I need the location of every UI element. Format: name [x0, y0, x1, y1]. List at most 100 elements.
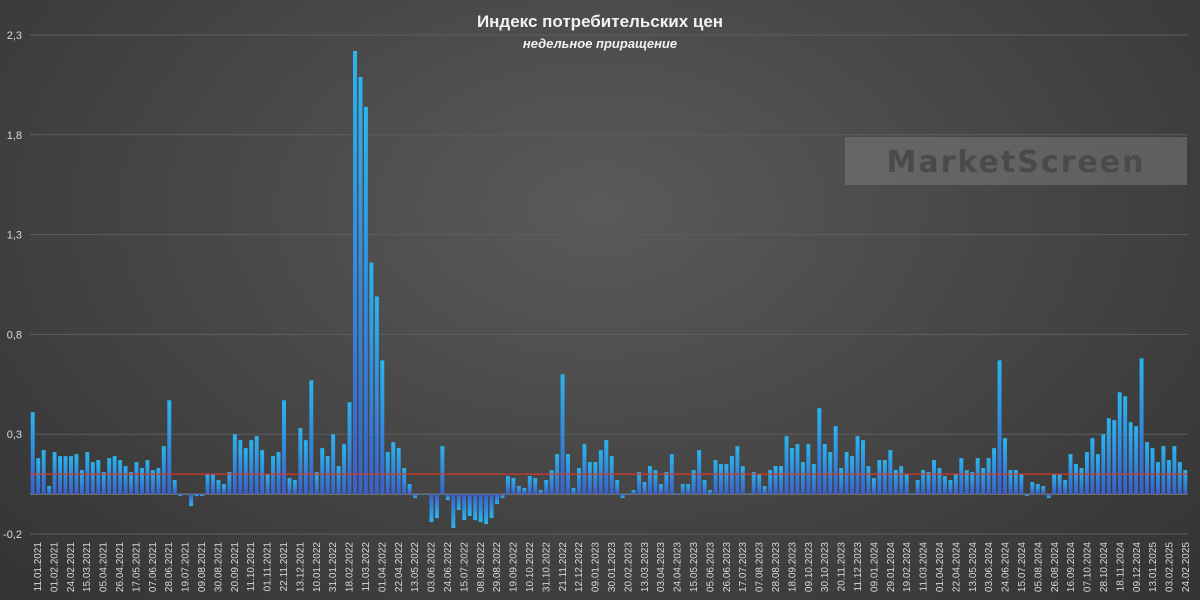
bar	[642, 482, 647, 495]
bar	[1035, 484, 1040, 495]
bar	[85, 452, 90, 495]
bar	[1084, 452, 1089, 495]
bar	[861, 440, 865, 495]
bar	[47, 486, 52, 495]
bar	[948, 480, 953, 495]
bar	[664, 472, 669, 495]
x-tick-label: 20.11.2023	[837, 542, 848, 592]
bar	[161, 446, 166, 495]
bar	[1117, 392, 1122, 495]
bar	[249, 440, 254, 495]
x-tick-label: 11.03.2022	[361, 542, 372, 592]
bar	[287, 478, 292, 495]
bar	[232, 434, 237, 495]
bar	[576, 468, 581, 495]
y-tick-label: 1,3	[7, 230, 22, 242]
bar	[30, 412, 35, 495]
bar	[544, 480, 549, 495]
x-tick-label: 19.02.2024	[902, 542, 913, 592]
x-tick-label: 11.03.2024	[919, 542, 930, 592]
bar	[751, 472, 756, 495]
bar	[1183, 470, 1188, 495]
bar	[1013, 470, 1018, 495]
bar	[1030, 482, 1035, 495]
bar	[150, 470, 155, 495]
x-tick-label: 22.11.2021	[279, 542, 290, 592]
bar	[303, 440, 308, 495]
bar	[216, 480, 221, 495]
bar	[937, 468, 942, 495]
bars	[30, 50, 1188, 529]
bar	[183, 494, 188, 495]
x-tick-label: 30.01.2023	[607, 542, 618, 592]
bar	[79, 470, 84, 495]
x-tick-label: 17.05.2021	[131, 542, 142, 592]
bar	[227, 472, 232, 495]
x-tick-label: 03.04.2023	[656, 542, 667, 592]
bar	[899, 466, 904, 495]
x-tick-label: 31.01.2022	[328, 542, 339, 592]
bar	[604, 440, 609, 495]
bar	[822, 444, 827, 495]
x-tick-label: 30.10.2023	[820, 542, 831, 592]
bar	[964, 470, 969, 495]
bar	[620, 494, 625, 499]
x-tick-label: 09.01.2023	[591, 542, 602, 592]
bar	[478, 494, 483, 523]
bar	[713, 460, 718, 495]
bar	[276, 452, 281, 495]
bar	[538, 490, 543, 495]
bar	[265, 474, 270, 495]
bar	[708, 490, 713, 495]
bar	[451, 494, 456, 529]
bar	[795, 444, 800, 495]
bar	[347, 402, 352, 495]
bar	[391, 442, 396, 495]
bar	[374, 296, 379, 495]
bar	[1101, 434, 1106, 495]
x-tick-label: 28.08.2023	[771, 542, 782, 592]
bar	[1155, 462, 1160, 495]
x-tick-label: 20.09.2021	[230, 542, 241, 592]
bar	[959, 458, 964, 495]
bar	[424, 494, 428, 495]
bar	[1063, 480, 1068, 495]
bar	[593, 462, 598, 495]
bar	[205, 474, 210, 495]
x-tick-label: 29.01.2024	[886, 542, 897, 592]
bar	[1112, 420, 1117, 495]
x-tick-label: 07.06.2021	[148, 542, 159, 592]
bar	[790, 448, 794, 495]
bar	[342, 444, 347, 495]
x-tick-label: 05.06.2023	[705, 542, 716, 592]
bar	[560, 374, 565, 495]
bar	[434, 494, 439, 519]
x-tick-label: 13.05.2022	[410, 542, 421, 592]
chart-subtitle: недельное приращение	[523, 36, 677, 51]
bar	[1123, 396, 1128, 495]
x-tick-label: 03.06.2022	[427, 542, 438, 592]
x-tick-label: 10.01.2022	[312, 542, 323, 592]
bar	[986, 458, 991, 495]
bar	[844, 452, 849, 495]
bar	[839, 468, 844, 495]
bar	[456, 494, 461, 511]
bar	[145, 460, 150, 495]
x-tick-label: 31.10.2022	[541, 542, 552, 592]
bar	[582, 444, 587, 495]
bar	[773, 466, 778, 495]
bar	[96, 460, 101, 495]
bar	[467, 494, 472, 517]
x-tick-label: 05.08.2024	[1033, 542, 1044, 592]
x-tick-label: 15.05.2023	[689, 542, 700, 592]
bar	[921, 470, 926, 495]
bar	[904, 474, 909, 495]
x-tick-label: 18.11.2024	[1115, 542, 1126, 592]
bar	[981, 468, 986, 495]
bar	[156, 468, 161, 495]
bar	[893, 470, 898, 495]
bar	[888, 450, 893, 495]
bar	[942, 476, 947, 495]
bar	[1052, 474, 1057, 495]
bar	[298, 428, 303, 495]
